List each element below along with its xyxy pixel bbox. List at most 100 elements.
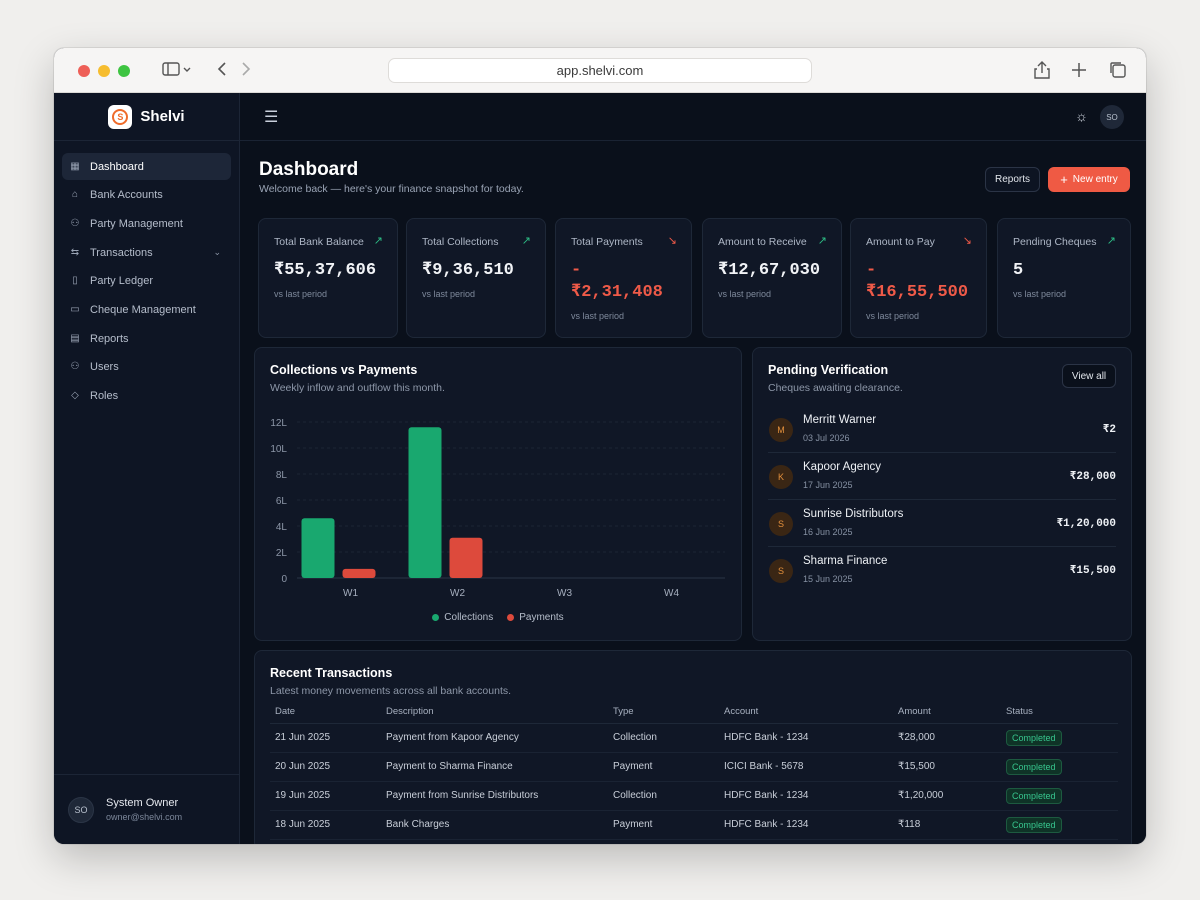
reports-button[interactable]: Reports: [985, 167, 1040, 192]
sidebar-toggle-icon[interactable]: [162, 60, 192, 83]
tabs-overview-icon[interactable]: [1108, 60, 1128, 85]
recent-transactions-card: Recent Transactions Latest money movemen…: [254, 650, 1132, 844]
new-entry-button[interactable]: + New entry: [1048, 167, 1130, 192]
sidebar-item-label: Users: [90, 361, 119, 374]
new-tab-icon[interactable]: [1070, 60, 1088, 85]
sidebar-item-label: Cheque Management: [90, 303, 196, 316]
sidebar-item-bank-accounts[interactable]: ⌂ Bank Accounts: [62, 182, 231, 209]
stat-value-sign: -: [866, 261, 877, 280]
pending-item[interactable]: M Merritt Warner 03 Jul 2026 ₹2: [768, 406, 1116, 453]
view-all-button[interactable]: View all: [1062, 364, 1116, 388]
sidebar-item-users[interactable]: ⚇ Users: [62, 354, 231, 381]
sidebar-user[interactable]: SO System Owner owner@shelvi.com: [54, 774, 239, 844]
minimize-window-button[interactable]: [98, 65, 110, 77]
theme-toggle-icon[interactable]: ☼: [1075, 108, 1088, 124]
column-header-amount[interactable]: Amount: [893, 701, 1001, 724]
topbar: ☰ ☼ SO: [240, 93, 1146, 141]
status-badge: Completed: [1006, 787, 1062, 804]
table-row[interactable]: 19 Jun 2025 Payment from Sunrise Distribu…: [270, 781, 1118, 811]
topbar-avatar[interactable]: SO: [1100, 105, 1124, 129]
document-icon: ▤: [70, 332, 80, 344]
stat-value: - ₹2,31,408: [571, 260, 663, 304]
transactions-title: Recent Transactions: [270, 666, 393, 680]
back-icon[interactable]: [216, 60, 228, 83]
stat-value-sign: -: [571, 261, 582, 280]
stat-label: Total Payments: [571, 236, 643, 248]
cell-status: Completed: [1001, 723, 1118, 753]
transactions-subtitle: Latest money movements across all bank a…: [270, 685, 512, 697]
cell-date: 18 Jun 2025: [270, 810, 381, 840]
party-avatar: S: [769, 559, 793, 583]
stat-value: ₹12,67,030: [718, 261, 821, 280]
pending-verification-card: Pending Verification Cheques awaiting cl…: [752, 347, 1132, 641]
maximize-window-button[interactable]: [118, 65, 130, 77]
bar-collections-w2[interactable]: [408, 427, 442, 578]
sidebar-item-label: Roles: [90, 390, 119, 402]
bar-payments-w1[interactable]: [342, 568, 376, 578]
cell-account: HDFC Bank - 1234: [719, 810, 893, 840]
pending-title: Pending Verification: [768, 363, 889, 377]
stat-card-total-payments: Total Payments ↘ - ₹2,31,408 vs last period: [555, 218, 692, 338]
main-content: ☰ ☼ SO Dashboard Welcome back — here's y…: [240, 93, 1146, 844]
party-avatar: S: [769, 512, 793, 536]
sidebar-item-party-ledger[interactable]: ▯ Party Ledger: [62, 268, 231, 295]
plus-icon: +: [1060, 171, 1068, 187]
sidebar-item-transactions[interactable]: ⇆ Transactions ⌄: [62, 239, 231, 266]
cell-status: Completed: [1001, 810, 1118, 840]
cell-amount: ₹1,20,000: [893, 781, 1001, 811]
legend-item-collections[interactable]: Collections: [432, 612, 493, 623]
cell-date: 19 Jun 2025: [270, 781, 381, 811]
cell-type: Payment: [608, 752, 719, 782]
share-icon[interactable]: [1033, 60, 1051, 85]
sidebar-item-roles[interactable]: ◇ Roles: [62, 383, 231, 410]
stat-value: ₹9,36,510: [422, 261, 514, 280]
sidebar-item-label: Reports: [90, 332, 129, 345]
cell-amount: ₹118: [893, 810, 1001, 840]
chevron-down-icon[interactable]: ⌄: [213, 247, 221, 258]
bar-collections-w1[interactable]: [301, 518, 335, 578]
cell-amount: ₹15,500: [893, 752, 1001, 782]
column-header-date[interactable]: Date: [270, 701, 381, 724]
pending-item[interactable]: S Sharma Finance 15 Jun 2025 ₹15,500: [768, 547, 1116, 594]
table-row[interactable]: 21 Jun 2025 Payment from Kapoor Agency Col…: [270, 723, 1118, 753]
url-bar[interactable]: app.shelvi.com: [388, 58, 812, 83]
sidebar-item-party-management[interactable]: ⚇ Party Management: [62, 210, 231, 237]
cell-description: Payment from Kapoor Agency: [381, 723, 608, 753]
column-header-description[interactable]: Description: [381, 701, 608, 724]
sidebar-item-cheque-management[interactable]: ▭ Cheque Management: [62, 296, 231, 323]
party-avatar: K: [769, 465, 793, 489]
cell-date: 21 Jun 2025: [270, 723, 381, 753]
menu-icon[interactable]: ☰: [264, 109, 279, 126]
bar-payments-w2[interactable]: [449, 537, 483, 578]
legend-item-payments[interactable]: Payments: [507, 612, 564, 623]
user-email: owner@shelvi.com: [106, 812, 183, 822]
stat-value-amount: ₹16,55,500: [866, 283, 969, 302]
column-header-account[interactable]: Account: [719, 701, 893, 724]
close-window-button[interactable]: [78, 65, 90, 77]
sidebar-item-reports[interactable]: ▤ Reports: [62, 325, 231, 352]
pending-subtitle: Cheques awaiting clearance.: [768, 382, 903, 394]
stat-note: vs last period: [422, 289, 476, 299]
table-row[interactable]: 18 Jun 2025 Bank Charges Payment HDFC Bank …: [270, 810, 1118, 840]
legend-dot-icon: [507, 614, 515, 621]
column-header-type[interactable]: Type: [608, 701, 719, 724]
x-tick-label: W3: [557, 588, 572, 599]
sidebar-item-dashboard[interactable]: ▦ Dashboard: [62, 153, 231, 180]
brand[interactable]: S Shelvi: [54, 93, 239, 141]
party-avatar: M: [769, 418, 793, 442]
table-row[interactable]: 20 Jun 2025 Payment to Sharma Finance Paym…: [270, 752, 1118, 782]
arrows-icon: ⇆: [70, 246, 80, 258]
stat-value: 5: [1013, 261, 1024, 280]
chart-legend: Collections Payments: [255, 612, 741, 623]
pending-item[interactable]: K Kapoor Agency 17 Jun 2025 ₹28,000: [768, 453, 1116, 500]
column-header-status[interactable]: Status: [1001, 701, 1118, 724]
pending-item[interactable]: S Sunrise Distributors 16 Jun 2025 ₹1,20,00…: [768, 500, 1116, 547]
stat-card-total-bank-balance: Total Bank Balance ↗ ₹55,37,606 vs last per…: [258, 218, 398, 338]
forward-icon[interactable]: [240, 60, 252, 83]
stat-value-amount: ₹2,31,408: [571, 283, 663, 302]
book-icon: ▯: [72, 275, 78, 287]
transactions-table: Date Description Type Account Amount Status 2…: [270, 701, 1118, 840]
browser-titlebar: app.shelvi.com: [54, 48, 1146, 93]
brand-logo-icon: S: [108, 104, 133, 129]
cell-type: Payment: [608, 810, 719, 840]
